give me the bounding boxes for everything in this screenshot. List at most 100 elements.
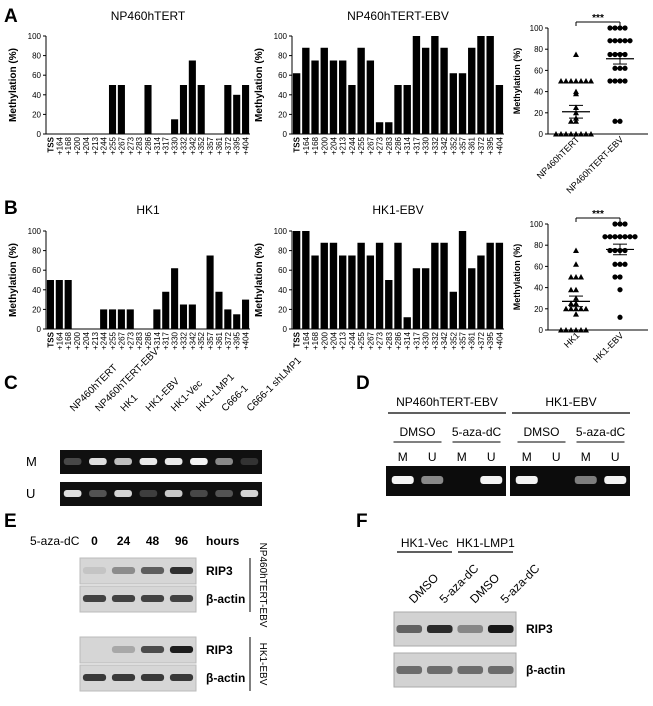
x-tick-label: +204	[329, 136, 338, 155]
bar-+317	[412, 36, 421, 134]
bar-+164	[55, 280, 63, 329]
bar-+200	[320, 47, 328, 135]
bar-+342	[188, 304, 196, 329]
y-tick-label: 20	[32, 110, 41, 119]
blot-band	[396, 666, 423, 674]
panel-label-A: A	[4, 6, 18, 27]
gel-band	[190, 490, 208, 497]
gel-band	[114, 490, 132, 497]
gel-band	[63, 490, 82, 497]
x-tick-label: +342	[188, 136, 197, 155]
bar-+213	[339, 255, 347, 329]
blot-block-HK1-EBV: RIP3 β-actin HK1-EBV	[79, 636, 268, 692]
x-tick-label: +404	[495, 331, 504, 350]
data-point	[617, 65, 623, 71]
x-tick-label: +213	[91, 136, 100, 155]
bar-+168	[311, 60, 319, 134]
bar-+255	[357, 47, 365, 135]
data-point	[568, 78, 574, 84]
gel-band	[63, 458, 82, 465]
x-tick-label: +213	[339, 331, 348, 350]
y-tick-label: 40	[278, 286, 287, 295]
bar-+273	[126, 309, 134, 329]
data-point	[573, 247, 579, 253]
x-tick-label: +332	[179, 331, 188, 350]
data-point	[583, 131, 589, 137]
bar-+213	[339, 60, 347, 134]
data-point	[563, 305, 569, 312]
data-point	[588, 78, 594, 84]
x-group-label: NP460hTERT	[535, 134, 582, 181]
x-tick-label: +361	[215, 331, 224, 350]
data-point	[573, 118, 579, 124]
data-point	[617, 274, 623, 280]
blot-band	[82, 674, 107, 681]
gel-band	[515, 476, 538, 484]
x-tick-label: +395	[486, 136, 495, 155]
lane-label: M	[457, 450, 467, 464]
bar-+404	[242, 299, 250, 329]
x-tick-label: +357	[459, 136, 468, 155]
data-point	[617, 261, 623, 267]
bar-+255	[357, 242, 365, 329]
x-tick-label: +330	[422, 136, 431, 155]
y-tick-label: 40	[534, 88, 543, 97]
row-label-U: U	[26, 486, 35, 501]
bar-+204	[329, 242, 338, 329]
data-point	[578, 274, 584, 280]
x-tick-label: +255	[109, 136, 118, 155]
scatter-scatB: Methylation (%) 0 20 40 60 80 100 *** HK1 HK1-EBV	[512, 209, 648, 365]
group-label: HK1-Vec	[401, 536, 448, 550]
significance-label: ***	[592, 13, 604, 24]
data-point	[568, 300, 574, 306]
x-group-label: HK1	[562, 330, 581, 349]
chart-title: HK1	[136, 203, 160, 217]
data-point	[573, 274, 579, 280]
bar-+164	[302, 47, 310, 135]
x-tick-label: +267	[117, 136, 126, 155]
bar-+168	[311, 255, 319, 329]
bar-+204	[329, 60, 338, 134]
band-label: RIP3	[526, 622, 553, 636]
bar-+332	[179, 304, 188, 329]
x-tick-label: +283	[135, 136, 144, 155]
panel-label-E: E	[4, 511, 17, 532]
blot-band	[169, 567, 194, 574]
y-tick-label: 60	[32, 266, 41, 275]
x-tick-label: +352	[197, 136, 206, 155]
data-point	[612, 221, 618, 227]
y-tick-label: 60	[32, 71, 41, 80]
data-point	[573, 327, 579, 333]
data-point	[607, 78, 613, 84]
gel-band	[240, 490, 259, 497]
x-tick-label: +357	[206, 331, 215, 350]
band-label: β-actin	[526, 663, 565, 677]
x-tick-label: +286	[394, 136, 403, 155]
x-group-label: HK1-EBV	[591, 330, 625, 364]
treatment-label: DMSO	[524, 425, 560, 439]
bar-+395	[233, 94, 241, 134]
group-HK1-EBV: HK1-EBV	[591, 221, 638, 365]
x-tick-label: +255	[357, 331, 366, 350]
x-tick-label: +317	[412, 136, 421, 155]
bar-+317	[412, 268, 421, 329]
data-point	[617, 118, 623, 124]
data-point	[573, 131, 579, 137]
data-point	[617, 234, 623, 240]
bar-+168	[64, 280, 72, 329]
x-tick-label: +361	[215, 136, 224, 155]
x-tick-label: +244	[348, 331, 357, 350]
bar-+200	[320, 242, 328, 329]
x-tick-label: +330	[422, 331, 431, 350]
gel-band	[89, 458, 107, 465]
x-tick-label: +244	[100, 331, 109, 350]
lane-label: C666-1 shLMP1	[245, 355, 304, 414]
x-tick-label: +314	[403, 136, 412, 155]
data-point	[558, 327, 564, 333]
gel-d-group-NP460hTERT-EBV: NP460hTERT-EBV DMSO 5-aza-dC M U M U	[386, 395, 506, 496]
bar-+372	[477, 36, 485, 134]
blot-band	[140, 595, 165, 602]
chart-title: HK1-EBV	[372, 203, 423, 217]
blot-band	[426, 625, 453, 633]
panel-label-C: C	[4, 373, 18, 394]
